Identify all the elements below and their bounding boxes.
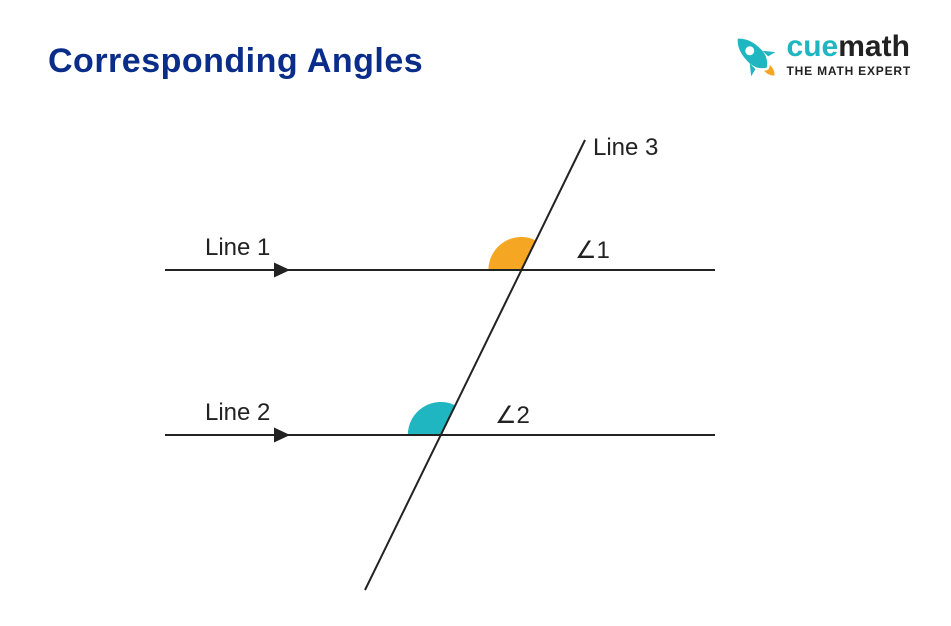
rocket-icon — [727, 28, 781, 82]
angle-2-label: ∠2 — [495, 402, 530, 429]
line-3 — [365, 140, 585, 590]
logo-brand: cuemath — [787, 32, 911, 62]
angle-1-label: ∠1 — [575, 237, 610, 264]
logo-tagline: THE MATH EXPERT — [787, 64, 911, 78]
page-title: Corresponding Angles — [48, 42, 423, 81]
line-3-label: Line 3 — [593, 134, 658, 161]
logo-math: math — [838, 30, 910, 63]
line-2-arrow — [274, 428, 290, 443]
logo: cuemath THE MATH EXPERT — [727, 28, 911, 82]
line-1-label: Line 1 — [205, 234, 270, 261]
line-2-label: Line 2 — [205, 399, 270, 426]
line-1-arrow — [274, 263, 290, 278]
logo-cue: cue — [787, 30, 839, 63]
diagram: Line 1 Line 2 Line 3 ∠1 ∠2 — [155, 130, 775, 610]
